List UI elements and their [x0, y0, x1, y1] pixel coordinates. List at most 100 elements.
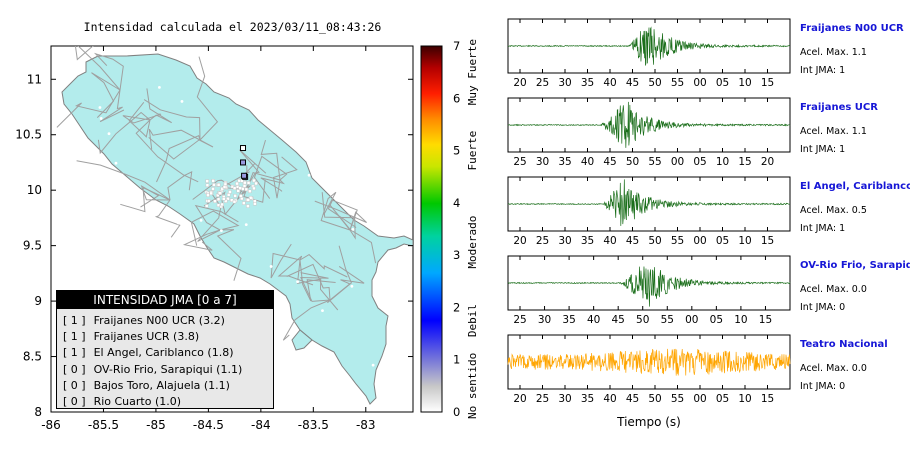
town-marker: [292, 330, 296, 334]
road: [154, 199, 181, 238]
time-tick-label: 45: [626, 393, 639, 405]
time-tick-label: 10: [738, 77, 751, 89]
road-network: [56, 46, 377, 341]
time-tick-label: 00: [671, 156, 684, 168]
time-tick-label: 30: [538, 314, 551, 326]
town-marker: [212, 183, 216, 187]
town-marker: [220, 229, 223, 233]
time-tick-label: 20: [513, 235, 526, 247]
colorbar-tick-label: 3: [453, 248, 460, 262]
road: [299, 259, 336, 302]
town-marker: [242, 184, 247, 188]
time-tick-label: 35: [581, 393, 594, 405]
station-marker: [241, 172, 248, 179]
town-marker: [107, 132, 111, 136]
road: [220, 162, 256, 191]
lon-tick-label: -84.5: [193, 418, 224, 432]
time-tick-label: 20: [513, 77, 526, 89]
town-marker: [268, 112, 272, 116]
lat-tick-label: 11: [27, 72, 42, 86]
time-tick-label: 40: [603, 393, 616, 405]
legend-item-level: [ 1 ]: [63, 330, 86, 344]
colorbar-category-label: No sentido: [466, 353, 479, 419]
road: [272, 156, 298, 199]
town-marker: [252, 186, 256, 191]
time-tick-label: 15: [759, 314, 772, 326]
legend-header: INTENSIDAD JMA [0 a 7]: [57, 291, 273, 309]
time-tick-label: 30: [536, 156, 549, 168]
legend-item-level: [ 0 ]: [63, 362, 86, 376]
waveform-frame: [507, 334, 791, 390]
town-marker: [180, 100, 184, 103]
lon-tick-label: -85: [146, 418, 166, 432]
town-marker: [246, 198, 251, 202]
road: [148, 128, 201, 150]
town-marker: [307, 173, 311, 177]
legend-item-name: Fraijanes N00 UCR (3.2): [93, 314, 225, 327]
colorbar: [420, 45, 443, 413]
lon-tick-label: -84: [251, 418, 271, 432]
waveform-panel: 20 25 30 35 40 45 50 55 00 05 10 15: [507, 18, 791, 89]
town-marker: [233, 194, 237, 198]
road: [327, 245, 353, 304]
town-marker: [281, 97, 285, 100]
time-tick-label: 30: [558, 393, 571, 405]
time-tick-label: 55: [648, 156, 661, 168]
town-marker: [211, 179, 215, 183]
town-marker: [99, 117, 103, 120]
town-marker: [298, 116, 302, 120]
time-tick-label: 05: [716, 393, 729, 405]
road: [277, 255, 314, 286]
time-tick-label: 50: [648, 393, 661, 405]
road: [135, 119, 199, 183]
legend-item-name: El Angel, Cariblanco (1.8): [93, 346, 234, 360]
station-acel-max: Acel. Max. 0.5: [800, 205, 867, 216]
town-marker: [252, 178, 256, 183]
town-marker: [223, 199, 228, 203]
time-tick-label: 20: [761, 156, 774, 168]
town-marker: [205, 179, 209, 183]
town-marker: [220, 202, 224, 207]
town-marker: [321, 309, 324, 312]
time-tick-label: 15: [738, 156, 751, 168]
road: [190, 210, 240, 246]
waveform-panel: 20 25 30 35 40 45 50 55 00 05 10 15: [507, 176, 791, 247]
time-tick-label: 45: [611, 314, 624, 326]
lon-tick-label: -83.5: [298, 418, 329, 432]
colorbar-tick-label: 2: [453, 300, 460, 314]
time-tick-label: 30: [558, 235, 571, 247]
road: [216, 229, 242, 281]
time-tick-label: 10: [738, 235, 751, 247]
time-tick-label: 35: [558, 156, 571, 168]
town-marker: [107, 259, 111, 263]
map-y-axis: 8 8.5 9 9.5 10 10.5 11: [15, 72, 413, 419]
lat-tick-label: 9: [34, 294, 42, 308]
time-tick-label: 15: [761, 393, 774, 405]
road: [239, 149, 267, 191]
lon-tick-label: -86: [41, 418, 61, 432]
town-marker: [232, 186, 237, 190]
legend-item-name: Rio Cuarto (1.0): [93, 395, 182, 409]
time-tick-label: 50: [636, 314, 649, 326]
time-tick-label: 20: [513, 393, 526, 405]
time-tick-label: 15: [761, 77, 774, 89]
lat-tick-label: 8: [34, 405, 42, 419]
town-marker: [236, 189, 240, 193]
road: [286, 263, 331, 301]
town-marker: [114, 161, 118, 165]
road: [93, 52, 124, 91]
road: [197, 193, 222, 242]
time-tick-label: 45: [626, 77, 639, 89]
town-marker: [238, 186, 242, 190]
waveform-trace: [507, 26, 791, 66]
town-marker: [218, 191, 223, 195]
town-marker: [226, 196, 230, 201]
colorbar-tick-label: 5: [453, 144, 460, 158]
time-tick-label: 10: [716, 156, 729, 168]
road: [314, 200, 367, 231]
legend-item: [ 0 ] Rio Cuarto (1.0): [63, 394, 273, 410]
time-tick-label: 10: [738, 393, 751, 405]
road: [300, 272, 331, 302]
legend-item-name: Bajos Toro, Alajuela (1.1): [93, 378, 230, 392]
